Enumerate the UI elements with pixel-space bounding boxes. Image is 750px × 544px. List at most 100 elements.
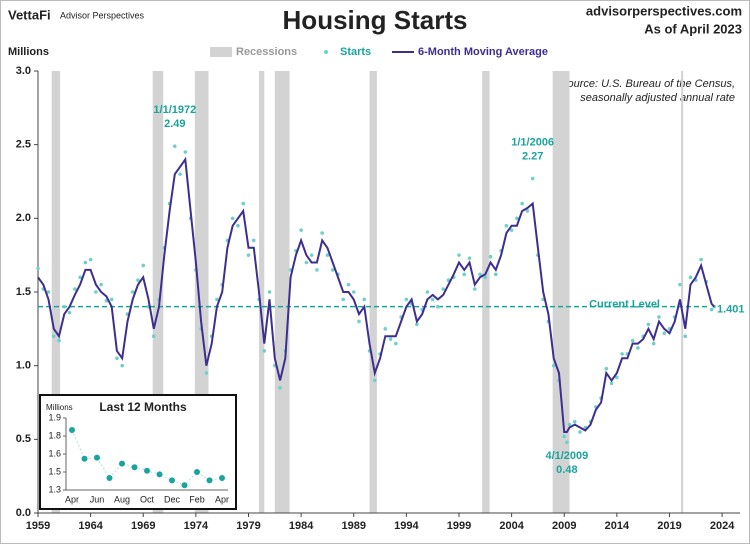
legend-label: Recessions [236, 46, 297, 58]
starts-point [646, 322, 651, 327]
logo: VettaFi [8, 7, 51, 22]
annotation-date: 4/1/2009 [545, 450, 588, 462]
inset-point [194, 469, 200, 475]
starts-point [88, 257, 93, 262]
inset-point [131, 464, 138, 471]
starts-point [67, 310, 72, 315]
starts-point [609, 381, 614, 386]
inset-x-tick-label: Feb [189, 494, 205, 504]
x-tick-label: 2019 [657, 520, 681, 532]
starts-point [457, 253, 461, 257]
starts-point [415, 322, 419, 327]
legend-recession-swatch [210, 47, 232, 57]
starts-point [630, 338, 635, 343]
starts-point [688, 275, 693, 280]
starts-point [520, 201, 524, 206]
inset-y-tick-label: 1.9 [48, 412, 61, 422]
x-tick-label: 2009 [552, 520, 576, 532]
source: seasonally adjusted annual rate [580, 92, 735, 104]
starts-point [136, 278, 140, 283]
starts-point [657, 315, 661, 319]
inset-y-tick-label: 1.8 [48, 430, 61, 440]
inset-x-tick-label: Apr [215, 494, 229, 504]
x-tick-label: 2004 [499, 520, 524, 532]
inset-x-tick-label: Jun [90, 494, 105, 504]
starts-point [83, 260, 88, 265]
x-tick-label: 1969 [131, 520, 155, 532]
inset-y-tick-label: 1.5 [48, 466, 61, 476]
starts-point [462, 272, 467, 277]
starts-point [504, 223, 509, 228]
starts-point [509, 228, 514, 232]
x-tick-label: 1964 [78, 520, 103, 532]
starts-point [651, 341, 656, 346]
starts-point [551, 363, 556, 368]
starts-point [567, 422, 572, 427]
date: As of April 2023 [644, 21, 742, 36]
x-tick-label: 2014 [605, 520, 630, 532]
starts-point [309, 253, 314, 257]
y-tick-label: 0.0 [16, 507, 31, 519]
source: Source: U.S. Bureau of the Census, [560, 78, 735, 90]
starts-point [388, 337, 393, 341]
inset-point [94, 454, 100, 461]
recession-band [51, 71, 61, 513]
starts-point [151, 334, 156, 339]
y-axis-label: Millions [8, 46, 49, 58]
starts-point [494, 272, 498, 277]
chart-title: Housing Starts [283, 5, 468, 35]
inset-point [206, 477, 213, 484]
starts-point [478, 272, 482, 277]
y-tick-label: 1.0 [16, 360, 31, 372]
starts-point [483, 275, 488, 280]
reference-label: Current Level [589, 298, 660, 310]
starts-point [241, 201, 246, 206]
starts-point [330, 268, 335, 272]
starts-point [709, 307, 714, 312]
legend-label: Starts [340, 46, 371, 58]
starts-point [99, 282, 103, 287]
starts-point [572, 419, 577, 424]
starts-point [357, 319, 361, 324]
x-tick-label: 1989 [341, 520, 365, 532]
inset-y-tick-label: 1.6 [48, 448, 61, 458]
starts-point [78, 275, 82, 280]
inset-point [106, 475, 113, 481]
inset-point [219, 475, 225, 481]
starts-point [304, 260, 309, 265]
starts-point [467, 256, 472, 260]
starts-point [173, 144, 177, 148]
legend-starts-swatch [324, 50, 328, 54]
starts-point [678, 282, 682, 287]
starts-point [178, 172, 182, 176]
inset-point [119, 460, 125, 467]
inset-title: Last 12 Months [99, 400, 187, 414]
starts-point [262, 349, 267, 353]
annotation-value: 0.48 [556, 464, 577, 476]
starts-point [351, 290, 356, 294]
inset-x-tick-label: Dec [164, 494, 181, 504]
starts-point [236, 223, 240, 228]
recession-band [681, 71, 684, 513]
starts-point [562, 434, 567, 439]
starts-point [362, 297, 367, 302]
starts-point [372, 378, 377, 383]
starts-point [515, 216, 519, 221]
annotation-value: 2.27 [522, 150, 543, 162]
x-tick-label: 1979 [236, 520, 260, 532]
starts-point [94, 290, 98, 294]
starts-point [230, 216, 235, 221]
starts-point [267, 290, 272, 294]
starts-point [699, 257, 703, 262]
recession-band [274, 71, 290, 513]
starts-point [525, 209, 530, 213]
starts-point [615, 375, 619, 380]
inset-x-tick-label: Oct [140, 494, 155, 504]
starts-point [620, 352, 624, 356]
starts-point [204, 371, 209, 375]
inset-point [156, 471, 163, 478]
starts-point [62, 304, 67, 309]
starts-point [57, 338, 61, 343]
x-tick-label: 2024 [710, 520, 735, 532]
